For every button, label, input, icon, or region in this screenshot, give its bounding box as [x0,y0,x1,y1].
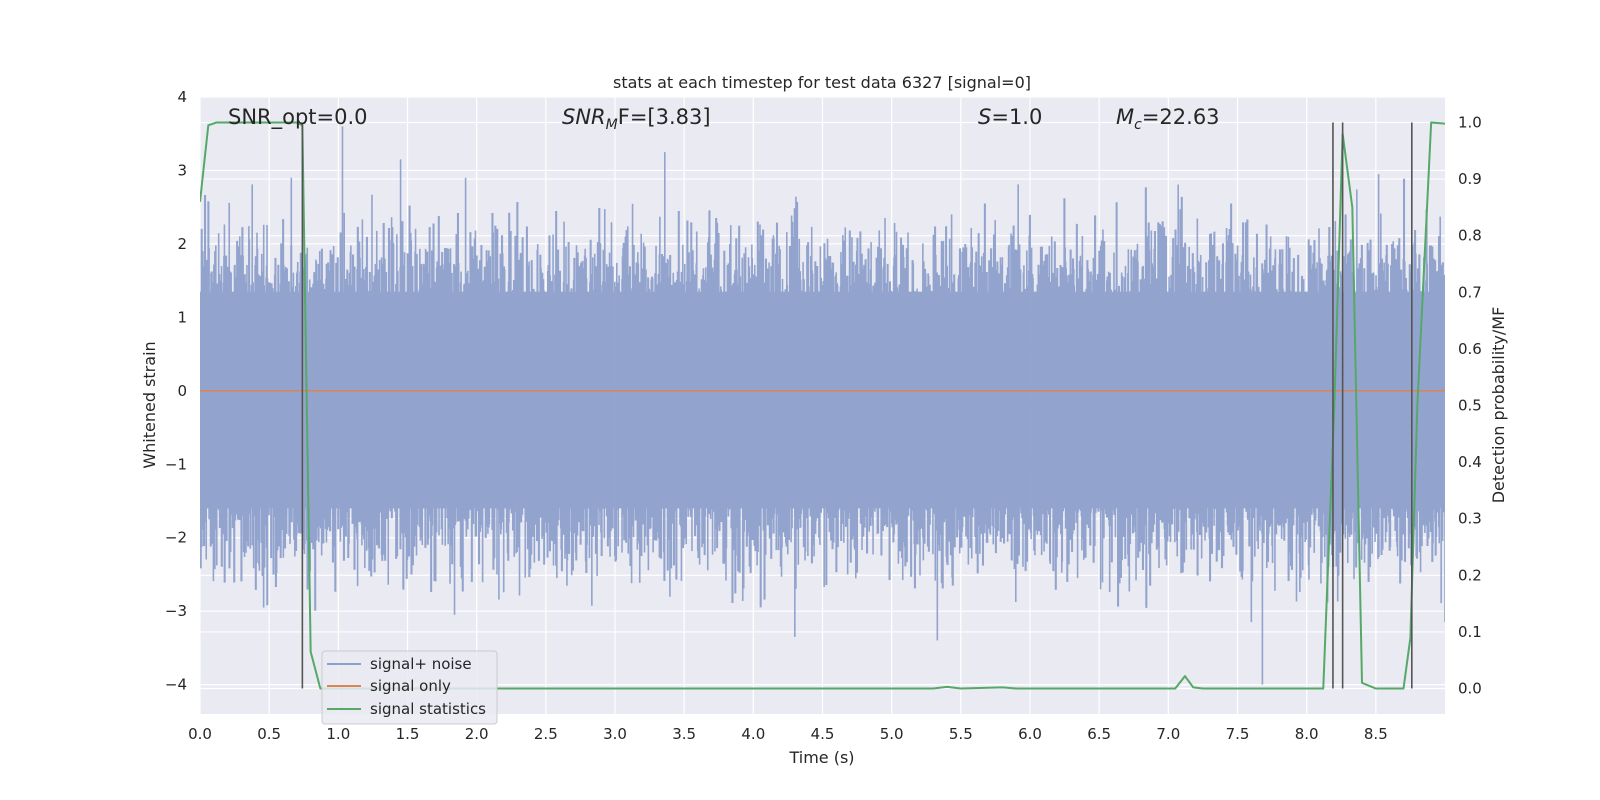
x-tick-label: 3.5 [672,725,696,743]
x-axis-label: Time (s) [788,748,854,767]
y2-tick-label: 0.0 [1458,680,1482,698]
legend-label-signal-only: signal only [370,677,451,695]
annotation-s: S=1.0 [978,105,1042,129]
legend-label-signal-statistics: signal statistics [370,700,486,718]
y-tick-label: −3 [165,602,187,620]
y-tick-label: 3 [177,161,187,179]
y2-tick-label: 0.4 [1458,453,1482,471]
annotation-snr-opt: SNR_opt=0.0 [228,105,368,130]
x-tick-label: 6.0 [1018,725,1042,743]
x-tick-label: 0.5 [257,725,281,743]
annotation-snr-mf: SNRMF=[3.83] [562,105,711,133]
annotation-mc: Mc=22.63 [1116,105,1220,133]
y-tick-label: −1 [165,455,187,473]
y2-tick-label: 0.2 [1458,566,1482,584]
annotation-mc-rest: =22.63 [1142,105,1220,129]
series-signal-noise [200,126,1445,685]
x-ticks: 0.0 0.5 1.0 1.5 2.0 2.5 3.0 3.5 4.0 4.5 5.0 5.5 6.0 6… [188,725,1388,743]
x-tick-label: 5.0 [880,725,904,743]
y2-tick-label: 0.1 [1458,623,1482,641]
x-tick-label: 5.5 [949,725,973,743]
annotation-mc-sub: c [1134,117,1142,133]
x-tick-label: 0.0 [188,725,212,743]
x-tick-label: 1.5 [396,725,420,743]
x-tick-label: 8.0 [1295,725,1319,743]
annotation-snr-mf-sub: M [606,117,618,133]
annotation-s-rest: =1.0 [991,105,1042,129]
annotation-mc-main: M [1116,105,1134,129]
series-signal-statistics [200,121,1445,690]
x-tick-label: 6.5 [1087,725,1111,743]
x-tick-label: 2.5 [534,725,558,743]
legend-box [321,650,498,725]
x-tick-label: 4.5 [811,725,835,743]
y2-ticks: 1.0 0.9 0.8 0.7 0.6 0.5 0.4 0.3 0.2 0.1 0.0 [1458,113,1482,697]
y-ticks: 4 3 2 1 0 −1 −2 −3 −4 [165,88,187,694]
y-tick-label: 0 [177,382,187,400]
x-tick-label: 2.0 [465,725,489,743]
y2-tick-label: 0.5 [1458,397,1482,415]
y2-tick-label: 0.8 [1458,227,1482,245]
x-tick-label: 7.0 [1156,725,1180,743]
x-tick-label: 1.0 [326,725,350,743]
y2-tick-label: 0.7 [1458,283,1482,301]
x-tick-label: 7.5 [1226,725,1250,743]
y-axis-label: Whitened strain [140,341,159,468]
x-tick-label: 4.0 [741,725,765,743]
x-tick-label: 3.0 [603,725,627,743]
y2-axis-label: Detection probability/MF [1489,307,1508,504]
y-tick-label: 4 [177,88,187,106]
y-tick-label: −2 [165,529,187,547]
series-layer [200,121,1445,690]
annotation-s-main: S [978,105,991,129]
chart-title: stats at each timestep for test data 632… [613,73,1031,92]
legend: signal+ noise signal only signal statist… [321,650,498,725]
legend-label-signal-noise: signal+ noise [370,655,472,673]
y2-tick-label: 1.0 [1458,113,1482,131]
y-tick-label: −4 [165,676,187,694]
annotation-snr-mf-rest: F=[3.83] [618,105,711,129]
y-tick-label: 2 [177,235,187,253]
y2-tick-label: 0.9 [1458,170,1482,188]
annotation-snr-mf-main: SNR [562,105,606,129]
x-tick-label: 8.5 [1364,725,1388,743]
vertical-lines [301,122,1413,689]
y2-tick-label: 0.3 [1458,510,1482,528]
y-tick-label: 1 [177,308,187,326]
y2-tick-label: 0.6 [1458,340,1482,358]
